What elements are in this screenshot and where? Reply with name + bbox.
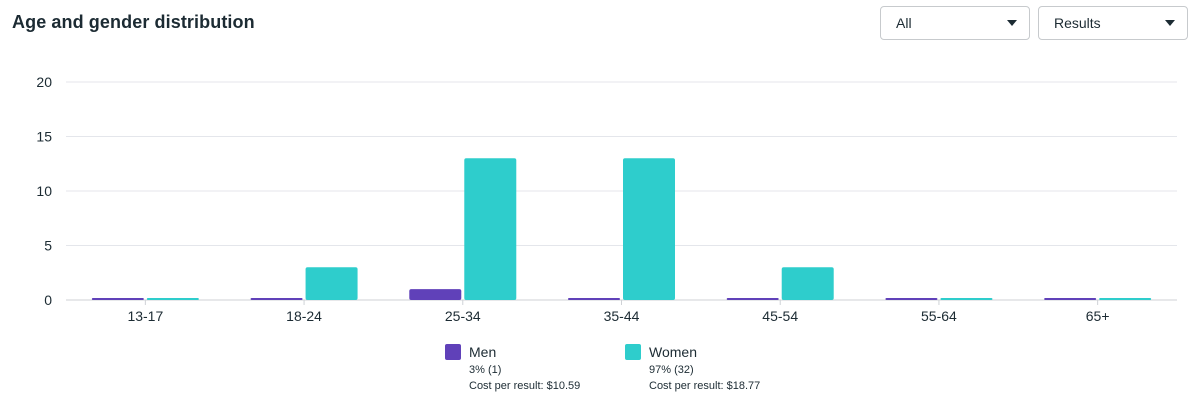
bar-men-13-17[interactable] — [91, 298, 144, 300]
y-tick-label: 5 — [44, 238, 52, 254]
bar-women-35-44[interactable] — [623, 158, 675, 300]
bar-women-25-34[interactable] — [464, 158, 517, 300]
metric-dropdown-label: Results — [1054, 15, 1101, 31]
x-tick-label: 55-64 — [921, 308, 957, 324]
bar-women-45-54[interactable] — [781, 267, 834, 300]
chart-title: Age and gender distribution — [12, 12, 255, 32]
bar-men-45-54[interactable] — [726, 298, 779, 300]
audience-dropdown-label: All — [896, 15, 912, 31]
bar-men-65+[interactable] — [1044, 298, 1097, 300]
x-tick-label: 18-24 — [286, 308, 322, 324]
audience-dropdown[interactable]: All — [880, 6, 1030, 40]
x-tick-label: 65+ — [1086, 308, 1110, 324]
legend-label-women: Women — [649, 344, 697, 360]
legend-swatch-men — [445, 344, 461, 360]
bar-women-13-17[interactable] — [146, 298, 199, 300]
bar-women-18-24[interactable] — [305, 267, 358, 300]
y-tick-label: 0 — [44, 292, 52, 308]
legend-label-men: Men — [469, 344, 497, 360]
legend-swatch-women — [625, 344, 641, 360]
y-tick-label: 15 — [36, 129, 52, 145]
x-tick-label: 13-17 — [127, 308, 163, 324]
x-tick-label: 25-34 — [445, 308, 481, 324]
x-tick-label: 35-44 — [604, 308, 640, 324]
x-tick-label: 45-54 — [762, 308, 798, 324]
chevron-down-icon — [1007, 20, 1017, 26]
legend-cost-men: Cost per result: $10.59 — [469, 380, 581, 392]
y-tick-label: 20 — [36, 74, 52, 90]
bar-men-25-34[interactable] — [409, 289, 462, 300]
legend-cost-women: Cost per result: $18.77 — [649, 380, 761, 392]
y-tick-label: 10 — [36, 183, 52, 199]
legend-share-women: 97% (32) — [649, 364, 694, 376]
bar-men-35-44[interactable] — [568, 298, 620, 300]
legend-share-men: 3% (1) — [469, 364, 502, 376]
bar-women-65+[interactable] — [1099, 298, 1152, 300]
chevron-down-icon — [1165, 20, 1175, 26]
bar-women-55-64[interactable] — [940, 298, 993, 300]
bar-men-18-24[interactable] — [250, 298, 303, 300]
metric-dropdown[interactable]: Results — [1038, 6, 1188, 40]
bar-men-55-64[interactable] — [885, 298, 938, 300]
